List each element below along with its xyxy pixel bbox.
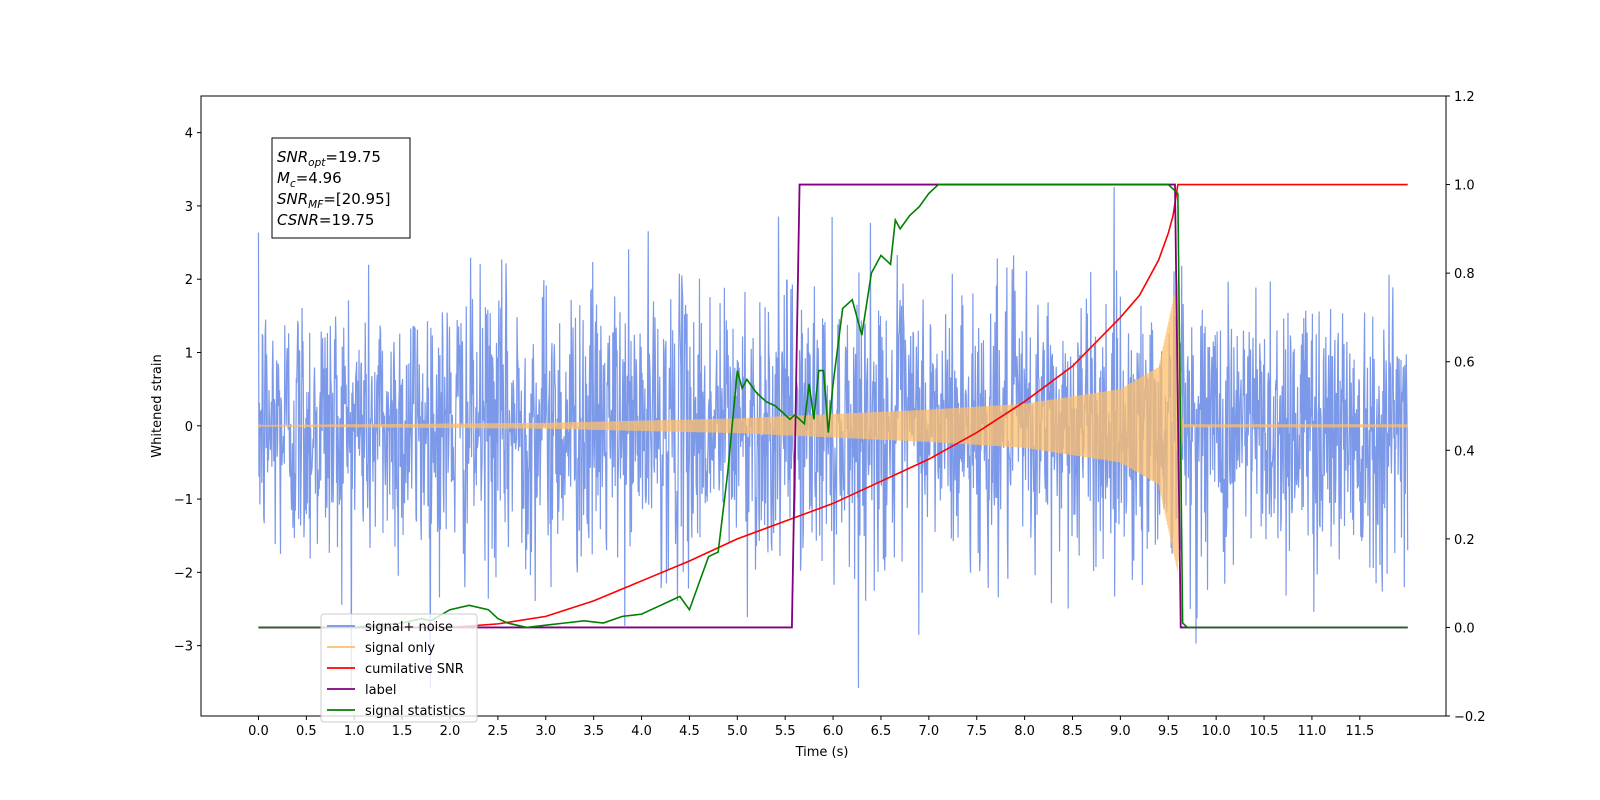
- annotation-symbol: SNR: [277, 190, 308, 208]
- x-tick-label: 3.0: [535, 724, 556, 739]
- series-signal-only: [257, 279, 1409, 571]
- series-cumulative-snr: [258, 183, 1408, 629]
- x-tick-label: 7.0: [919, 724, 940, 739]
- x-axis-label: Time (s): [795, 745, 849, 760]
- y-tick-label: −2: [174, 566, 193, 581]
- x-tick-label: 6.0: [823, 724, 844, 739]
- x-tick-label: 3.5: [583, 724, 604, 739]
- legend-label: cumilative SNR: [365, 662, 464, 677]
- x-tick-label: 10.5: [1250, 724, 1279, 739]
- annotation-value: =19.75: [325, 148, 381, 166]
- x-tick-label: 2.0: [440, 724, 461, 739]
- annotation-value: =[20.95]: [323, 190, 390, 208]
- x-tick-label: 9.5: [1158, 724, 1179, 739]
- x-tick-label: 1.0: [344, 724, 365, 739]
- y-tick-label: 1: [185, 347, 193, 362]
- annotation-subscript: opt: [308, 157, 326, 169]
- x-tick-label: 4.5: [679, 724, 700, 739]
- legend-frame: [320, 613, 478, 723]
- legend: signal+ noise signal only cumilative SNR la…: [320, 613, 478, 723]
- y-axis-left: 4 3 2 1 0 −1 −2 −3: [174, 127, 201, 655]
- y-tick-label: 0: [185, 420, 193, 435]
- plot-frame: [200, 95, 1447, 717]
- y2-tick-label: 0.4: [1454, 444, 1475, 459]
- x-tick-label: 9.0: [1110, 724, 1131, 739]
- legend-label: signal statistics: [365, 704, 466, 719]
- y2-tick-label: 1.0: [1454, 179, 1475, 194]
- x-axis: 0.0 0.5 1.0 1.5 2.0 2.5 3.0 3.5 4.0 4.5 5.0 5.5 6.0 6…: [248, 716, 1374, 739]
- series-signal-plus-noise: [257, 186, 1409, 689]
- y2-tick-label: 0.6: [1454, 356, 1475, 371]
- x-tick-label: 8.0: [1014, 724, 1035, 739]
- annotation-symbol: SNR: [277, 148, 308, 166]
- annotation-subscript: MF: [308, 199, 324, 211]
- x-tick-label: 7.5: [966, 724, 987, 739]
- annotation-symbol: CSNR: [277, 211, 319, 229]
- y-tick-label: 2: [185, 273, 193, 288]
- x-tick-label: 10.0: [1202, 724, 1231, 739]
- y2-tick-label: −0.2: [1454, 710, 1486, 725]
- x-tick-label: 0.0: [248, 724, 269, 739]
- x-tick-label: 2.5: [488, 724, 509, 739]
- y2-tick-label: 0.2: [1454, 533, 1475, 548]
- annotation-value: =19.75: [319, 211, 375, 229]
- y-axis-right: 1.2 1.0 0.8 0.6 0.4 0.2 0.0 −0.2: [1446, 90, 1486, 725]
- y2-tick-label: 1.2: [1454, 90, 1475, 105]
- x-tick-label: 11.0: [1297, 724, 1326, 739]
- annotation-line: Mc=4.96: [277, 169, 342, 190]
- y-tick-label: −1: [174, 493, 193, 508]
- annotation-frame: [271, 137, 411, 239]
- y-tick-label: −3: [174, 640, 193, 655]
- y2-tick-label: 0.8: [1454, 267, 1475, 282]
- annotation-value: =4.96: [296, 169, 342, 187]
- series-signal-statistics: [258, 183, 1408, 629]
- y-tick-label: 4: [185, 127, 193, 142]
- annotation-line: SNRMF=[20.95]: [277, 190, 391, 211]
- x-tick-label: 11.5: [1345, 724, 1374, 739]
- annotation-box: SNRopt=19.75Mc=4.96SNRMF=[20.95]CSNR=19.…: [271, 137, 411, 239]
- annotation-symbol: M: [277, 169, 290, 187]
- y-tick-label: 3: [185, 200, 193, 215]
- x-tick-label: 5.5: [775, 724, 796, 739]
- y2-tick-label: 0.0: [1454, 621, 1475, 636]
- x-tick-label: 0.5: [296, 724, 317, 739]
- legend-label: label: [365, 683, 396, 698]
- x-tick-label: 5.0: [727, 724, 748, 739]
- legend-label: signal only: [365, 641, 435, 656]
- annotation-subscript: c: [290, 178, 296, 190]
- x-tick-label: 1.5: [392, 724, 413, 739]
- legend-label: signal+ noise: [365, 620, 453, 635]
- x-tick-label: 6.5: [871, 724, 892, 739]
- x-tick-label: 4.0: [631, 724, 652, 739]
- y-axis-label: Whitened strain: [150, 354, 165, 457]
- annotation-line: SNRopt=19.75: [277, 148, 381, 169]
- series-layer: [257, 183, 1409, 689]
- x-tick-label: 8.5: [1062, 724, 1083, 739]
- annotation-line: CSNR=19.75: [277, 211, 374, 229]
